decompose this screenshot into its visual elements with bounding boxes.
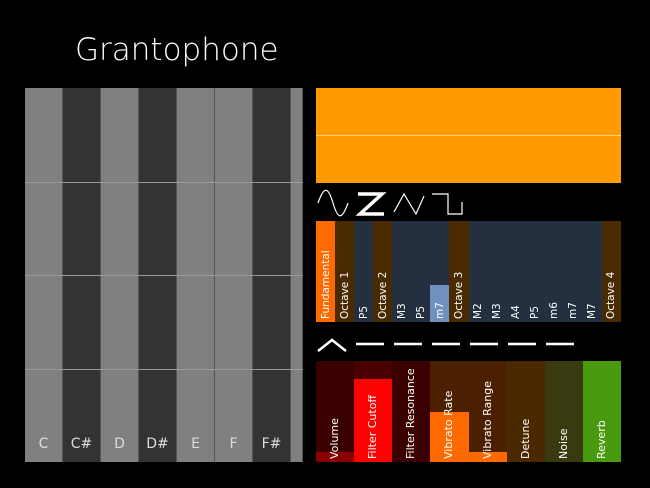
harmonic-slider[interactable]: Octave 3 — [449, 221, 469, 322]
harmonic-slider[interactable]: Fundamental — [316, 221, 336, 322]
parameter-label: Noise — [556, 428, 570, 459]
flat-line-icon[interactable] — [544, 336, 576, 352]
harmonic-slider[interactable]: Octave 2 — [373, 221, 393, 322]
flat-line-icon[interactable] — [506, 336, 538, 352]
harmonic-label: Octave 3 — [452, 271, 465, 319]
harmonic-label: P5 — [414, 305, 427, 319]
key-label: F — [229, 436, 238, 452]
parameter-sliders: Volume Filter Cutoff Filter Resonance Vibra… — [316, 361, 621, 462]
harmonic-slider[interactable]: P5 — [525, 221, 545, 322]
triangle-wave-icon[interactable] — [392, 188, 426, 218]
harmonic-slider[interactable]: A4 — [506, 221, 526, 322]
harmonic-label: Fundamental — [319, 250, 332, 319]
harmonic-slider[interactable]: m6 — [544, 221, 564, 322]
parameter-slider[interactable]: Detune — [506, 361, 545, 462]
harmonic-slider[interactable]: m7 — [430, 221, 450, 322]
harmonic-label: P5 — [357, 305, 370, 319]
parameter-slider[interactable]: Reverb — [582, 361, 621, 462]
harmonic-label: M2 — [472, 303, 484, 319]
harmonic-label: m7 — [567, 302, 580, 319]
harmonic-slider[interactable]: P5 — [411, 221, 431, 322]
app-title: Grantophone — [75, 32, 279, 68]
parameter-label: Volume — [328, 418, 341, 459]
harmonic-label: m6 — [548, 302, 561, 319]
harmonics-panel: Fundamental Octave 1 P5 Octave 2 M3 P5 m7 Octav… — [316, 221, 621, 322]
envelope-selector — [316, 336, 576, 352]
harmonic-label: M3 — [395, 303, 408, 319]
harmonic-label: M7 — [586, 303, 599, 319]
row-divider — [25, 182, 303, 183]
level-fill — [582, 361, 621, 462]
level-fill — [354, 379, 393, 462]
parameter-slider[interactable]: Volume — [316, 361, 355, 462]
harmonic-label: Octave 4 — [605, 271, 618, 319]
flat-line-icon[interactable] — [392, 336, 424, 352]
parameter-slider[interactable]: Filter Cutoff — [354, 361, 393, 462]
harmonic-label: m7 — [433, 302, 446, 319]
level-fill — [316, 451, 355, 462]
parameter-label: Filter Cutoff — [366, 394, 380, 459]
level-fill — [316, 221, 336, 322]
key-label: F# — [261, 436, 282, 452]
level-fill — [430, 411, 469, 462]
harmonic-label: Octave 1 — [338, 271, 351, 319]
harmonic-slider[interactable]: M3 — [392, 221, 412, 322]
harmonic-slider[interactable]: Octave 1 — [335, 221, 355, 322]
parameter-slider[interactable]: Noise — [544, 361, 583, 462]
key-label: D# — [146, 436, 169, 452]
parameter-label: Detune — [518, 418, 532, 459]
harmonic-label: M3 — [491, 303, 504, 319]
harmonic-label: A4 — [510, 305, 523, 319]
flat-line-icon[interactable] — [430, 336, 462, 352]
square-wave-icon[interactable] — [430, 188, 464, 218]
parameter-label: Filter Resonance — [404, 368, 418, 459]
key-label: C# — [70, 436, 93, 452]
level-fill — [468, 451, 507, 462]
parameter-label: Vibrato Rate — [442, 390, 456, 459]
flat-line-icon[interactable] — [354, 336, 386, 352]
flat-line-icon[interactable] — [468, 336, 500, 352]
waveform-display — [316, 88, 621, 183]
key-label: D — [114, 436, 125, 452]
center-line — [316, 135, 621, 136]
parameter-slider[interactable]: Filter Resonance — [392, 361, 431, 462]
waveform-selector — [316, 188, 464, 218]
harmonic-label: P5 — [529, 305, 542, 319]
key-label: E — [191, 436, 200, 452]
row-divider — [25, 369, 303, 370]
row-divider — [25, 275, 303, 276]
parameter-label: Reverb — [594, 420, 608, 459]
harmonic-slider[interactable]: P5 — [354, 221, 374, 322]
harmonic-slider[interactable]: m7 — [563, 221, 583, 322]
harmonic-slider[interactable]: Octave 4 — [601, 221, 621, 322]
harmonic-slider[interactable]: M2 — [468, 221, 488, 322]
parameter-slider[interactable]: Vibrato Range — [468, 361, 507, 462]
key-label: C — [38, 436, 49, 452]
sawtooth-wave-icon[interactable] — [354, 188, 388, 218]
harmonic-label: Octave 2 — [376, 271, 389, 319]
sine-wave-icon[interactable] — [316, 188, 350, 218]
harmonic-slider[interactable]: M7 — [582, 221, 602, 322]
attack-peak-icon[interactable] — [316, 336, 348, 352]
harmonic-slider[interactable]: M3 — [487, 221, 507, 322]
parameter-slider[interactable]: Vibrato Rate — [430, 361, 469, 462]
level-fill — [430, 284, 450, 322]
parameter-label: Vibrato Range — [480, 381, 494, 459]
